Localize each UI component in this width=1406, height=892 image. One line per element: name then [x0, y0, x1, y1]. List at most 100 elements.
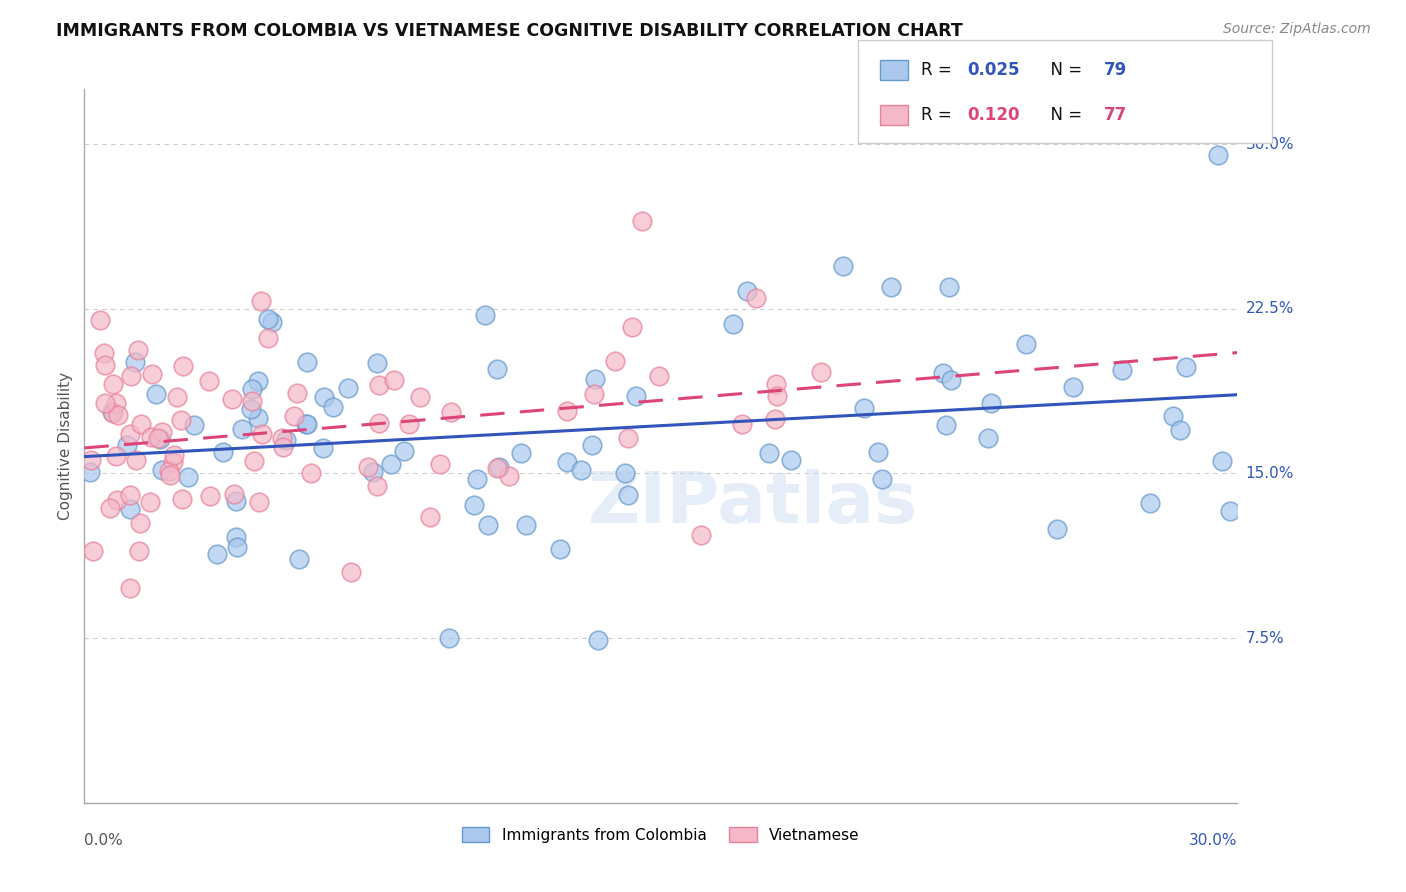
Point [120, 427, 142, 442]
Point [247, 374, 270, 388]
Text: R =: R = [921, 106, 957, 124]
Point [1175, 359, 1198, 374]
Point [285, 385, 308, 400]
Point [198, 374, 221, 388]
Point [146, 431, 169, 445]
Point [322, 401, 344, 415]
Point [440, 405, 463, 419]
Point [260, 315, 283, 329]
Point [299, 466, 322, 480]
Point [463, 499, 485, 513]
Point [1168, 423, 1191, 437]
Point [337, 381, 360, 395]
Point [737, 285, 759, 299]
Point [105, 396, 128, 410]
Point [170, 491, 193, 506]
Point [118, 488, 141, 502]
Point [183, 418, 205, 433]
Point [82, 544, 104, 558]
Point [312, 441, 335, 455]
Point [166, 390, 188, 404]
Point [240, 382, 263, 396]
Point [226, 541, 249, 555]
Point [510, 446, 533, 460]
Text: 79: 79 [1104, 61, 1128, 78]
Point [870, 472, 893, 486]
Point [222, 487, 245, 501]
Point [555, 455, 578, 469]
Point [162, 455, 184, 469]
Text: 22.5%: 22.5% [1246, 301, 1294, 317]
Point [94, 396, 117, 410]
Point [1062, 380, 1084, 394]
Point [120, 582, 142, 596]
Point [624, 389, 647, 403]
Text: Source: ZipAtlas.com: Source: ZipAtlas.com [1223, 22, 1371, 37]
Point [129, 417, 152, 431]
Text: N =: N = [1040, 106, 1088, 124]
Point [766, 389, 789, 403]
Point [1139, 496, 1161, 510]
Point [141, 368, 163, 382]
Point [1219, 504, 1241, 518]
Point [932, 366, 955, 380]
Y-axis label: Cognitive Disability: Cognitive Disability [58, 372, 73, 520]
Point [149, 432, 172, 446]
Point [159, 467, 181, 482]
Point [257, 331, 280, 345]
Point [79, 465, 101, 479]
Point [339, 565, 361, 579]
Point [394, 443, 416, 458]
Text: IMMIGRANTS FROM COLOMBIA VS VIETNAMESE COGNITIVE DISABILITY CORRELATION CHART: IMMIGRANTS FROM COLOMBIA VS VIETNAMESE C… [56, 22, 963, 40]
Point [225, 493, 247, 508]
Point [555, 404, 578, 418]
Point [429, 458, 451, 472]
Point [231, 422, 253, 436]
Point [868, 444, 890, 458]
Point [101, 376, 124, 391]
Point [270, 431, 292, 445]
Point [648, 369, 671, 384]
Point [107, 408, 129, 422]
Point [288, 552, 311, 566]
Point [247, 495, 270, 509]
Point [368, 378, 391, 392]
Point [139, 495, 162, 509]
Point [583, 371, 606, 385]
Text: 77: 77 [1104, 106, 1128, 124]
Point [243, 454, 266, 468]
Point [295, 417, 318, 432]
Point [763, 412, 786, 426]
Point [242, 394, 264, 409]
Point [616, 431, 638, 445]
Point [938, 280, 960, 294]
Point [408, 390, 430, 404]
Point [295, 355, 318, 369]
Point [274, 433, 297, 447]
Text: 7.5%: 7.5% [1246, 631, 1284, 646]
Point [157, 464, 180, 478]
Point [569, 463, 592, 477]
Point [225, 530, 247, 544]
Point [1046, 522, 1069, 536]
Point [361, 465, 384, 479]
Text: 0.120: 0.120 [967, 106, 1019, 124]
Point [101, 404, 124, 418]
Text: N =: N = [1040, 61, 1088, 78]
Point [831, 259, 853, 273]
Point [366, 479, 388, 493]
Point [101, 406, 124, 420]
Point [124, 355, 146, 369]
Point [98, 501, 121, 516]
Point [419, 510, 441, 524]
Point [212, 445, 235, 459]
Point [250, 293, 273, 308]
Point [380, 457, 402, 471]
Point [128, 516, 150, 530]
Point [314, 390, 336, 404]
Point [880, 280, 903, 294]
Point [125, 453, 148, 467]
Point [485, 362, 508, 376]
Point [120, 368, 142, 383]
Point [1161, 409, 1184, 424]
